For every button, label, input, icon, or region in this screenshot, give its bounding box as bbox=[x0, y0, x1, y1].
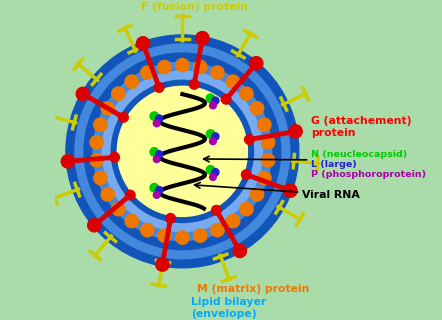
Circle shape bbox=[110, 152, 119, 162]
Circle shape bbox=[189, 79, 199, 89]
Text: P (phosphoroprotein): P (phosphoroprotein) bbox=[311, 171, 426, 180]
Circle shape bbox=[150, 148, 159, 156]
Circle shape bbox=[102, 71, 263, 231]
Circle shape bbox=[262, 154, 275, 167]
Circle shape bbox=[158, 60, 171, 74]
Circle shape bbox=[211, 66, 224, 79]
Circle shape bbox=[94, 171, 107, 185]
Circle shape bbox=[206, 94, 215, 102]
Circle shape bbox=[250, 188, 264, 201]
Circle shape bbox=[150, 183, 159, 192]
Circle shape bbox=[90, 136, 103, 149]
Circle shape bbox=[166, 213, 175, 223]
Circle shape bbox=[126, 190, 135, 200]
Circle shape bbox=[158, 229, 171, 242]
Circle shape bbox=[226, 75, 240, 88]
Circle shape bbox=[75, 44, 290, 259]
Circle shape bbox=[101, 102, 114, 115]
Circle shape bbox=[88, 219, 101, 232]
Circle shape bbox=[125, 75, 138, 88]
Circle shape bbox=[258, 171, 271, 185]
Circle shape bbox=[258, 118, 271, 132]
Circle shape bbox=[211, 223, 224, 237]
Circle shape bbox=[210, 102, 216, 109]
Circle shape bbox=[61, 155, 75, 168]
Circle shape bbox=[66, 35, 299, 268]
Circle shape bbox=[156, 187, 163, 194]
Circle shape bbox=[156, 151, 163, 158]
Circle shape bbox=[250, 102, 264, 115]
Circle shape bbox=[153, 192, 160, 198]
Text: Lipid bilayer
(envelope): Lipid bilayer (envelope) bbox=[191, 298, 267, 319]
Circle shape bbox=[226, 214, 240, 228]
Circle shape bbox=[221, 94, 231, 104]
Circle shape bbox=[194, 229, 207, 242]
Circle shape bbox=[289, 125, 302, 138]
Circle shape bbox=[210, 138, 216, 145]
Circle shape bbox=[156, 258, 169, 271]
Circle shape bbox=[117, 86, 248, 216]
Circle shape bbox=[250, 57, 263, 70]
Circle shape bbox=[206, 165, 215, 174]
Circle shape bbox=[93, 62, 271, 241]
Circle shape bbox=[240, 87, 253, 100]
Circle shape bbox=[141, 66, 154, 79]
Circle shape bbox=[150, 112, 159, 120]
Circle shape bbox=[111, 80, 253, 222]
Circle shape bbox=[153, 156, 160, 163]
Circle shape bbox=[212, 169, 219, 176]
Circle shape bbox=[176, 231, 189, 244]
Circle shape bbox=[212, 205, 221, 215]
Circle shape bbox=[244, 135, 254, 144]
Circle shape bbox=[76, 87, 89, 100]
Circle shape bbox=[112, 202, 125, 216]
Circle shape bbox=[141, 223, 154, 237]
Circle shape bbox=[112, 87, 125, 100]
Circle shape bbox=[118, 113, 128, 122]
Text: F (fusion) protein: F (fusion) protein bbox=[141, 2, 248, 12]
Circle shape bbox=[125, 214, 138, 228]
Text: Viral RNA: Viral RNA bbox=[302, 190, 360, 200]
Text: L (large): L (large) bbox=[311, 160, 357, 170]
Circle shape bbox=[212, 97, 219, 104]
Circle shape bbox=[212, 133, 219, 140]
Circle shape bbox=[262, 136, 275, 149]
Circle shape bbox=[196, 32, 209, 45]
Circle shape bbox=[176, 59, 189, 72]
Circle shape bbox=[284, 184, 297, 197]
Circle shape bbox=[156, 115, 163, 122]
Text: G (attachement)
protein: G (attachement) protein bbox=[311, 116, 412, 138]
Circle shape bbox=[153, 120, 160, 127]
Circle shape bbox=[240, 202, 253, 216]
Circle shape bbox=[206, 130, 215, 138]
Circle shape bbox=[137, 37, 150, 50]
Circle shape bbox=[154, 83, 164, 92]
Circle shape bbox=[210, 174, 216, 180]
Circle shape bbox=[84, 53, 281, 250]
Circle shape bbox=[241, 170, 251, 180]
Circle shape bbox=[94, 118, 107, 132]
Circle shape bbox=[90, 154, 103, 167]
Circle shape bbox=[101, 188, 114, 201]
Circle shape bbox=[194, 60, 207, 74]
Circle shape bbox=[233, 244, 247, 258]
Text: M (matrix) protein: M (matrix) protein bbox=[198, 284, 310, 294]
Text: N (neucleocapsid): N (neucleocapsid) bbox=[311, 150, 407, 159]
